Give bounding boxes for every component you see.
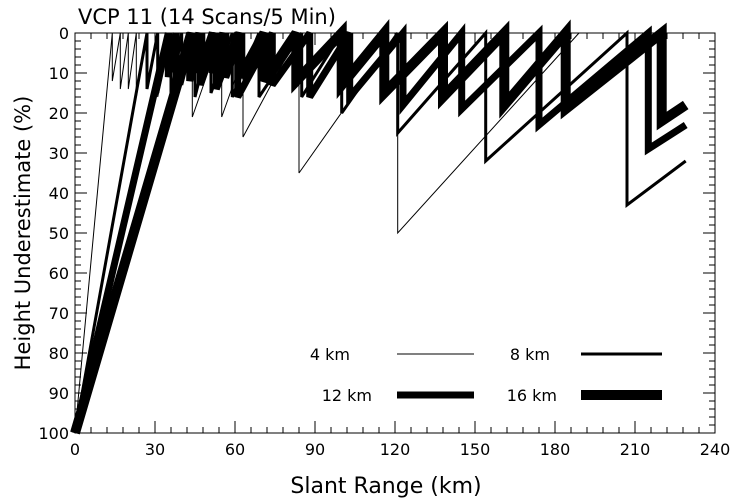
legend-label: 16 km — [507, 386, 557, 405]
x-tick-label: 240 — [700, 440, 731, 459]
y-tick-label: 100 — [38, 424, 69, 443]
y-tick-label: 40 — [49, 184, 69, 203]
y-tick-label: 50 — [49, 224, 69, 243]
x-tick-label: 90 — [305, 440, 325, 459]
y-tick-label: 80 — [49, 344, 69, 363]
x-tick-label: 30 — [145, 440, 165, 459]
y-axis-label: Height Underestimate (%) — [11, 96, 35, 371]
x-tick-label: 180 — [540, 440, 571, 459]
y-tick-label: 70 — [49, 304, 69, 323]
series-line-16-km — [70, 19, 689, 435]
y-tick-label: 30 — [49, 144, 69, 163]
plot-area — [70, 19, 689, 435]
x-tick-label: 210 — [620, 440, 651, 459]
legend-label: 12 km — [322, 386, 372, 405]
x-tick-label: 150 — [460, 440, 491, 459]
legend: 4 km 8 km 12 km 16 km — [310, 345, 662, 405]
y-tick-label: 10 — [49, 64, 69, 83]
y-tick-label: 0 — [59, 24, 69, 43]
y-tick-label: 90 — [49, 384, 69, 403]
axes: 0 30 60 90 120 150 180 210 240 0 10 20 30 40 50 60 70 80 9… — [38, 24, 730, 459]
x-tick-label: 120 — [380, 440, 411, 459]
x-tick-label: 60 — [225, 440, 245, 459]
legend-label: 4 km — [310, 345, 350, 364]
x-tick-label: 0 — [70, 440, 80, 459]
legend-label: 8 km — [510, 345, 550, 364]
y-tick-label: 60 — [49, 264, 69, 283]
y-tick-label: 20 — [49, 104, 69, 123]
x-axis-label: Slant Range (km) — [290, 474, 481, 499]
chart-title: VCP 11 (14 Scans/5 Min) — [78, 5, 336, 29]
